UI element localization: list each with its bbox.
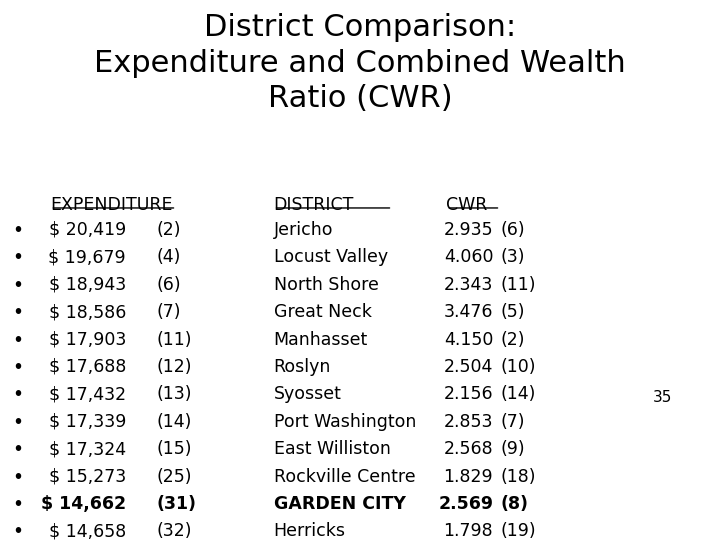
Text: (6): (6) bbox=[157, 275, 181, 294]
Text: (2): (2) bbox=[157, 221, 181, 239]
Text: Port Washington: Port Washington bbox=[274, 413, 416, 431]
Text: Great Neck: Great Neck bbox=[274, 303, 372, 321]
Text: (4): (4) bbox=[157, 248, 181, 266]
Text: (13): (13) bbox=[157, 386, 192, 403]
Text: $ 18,586: $ 18,586 bbox=[49, 303, 126, 321]
Text: •: • bbox=[12, 495, 24, 514]
Text: (9): (9) bbox=[500, 440, 525, 458]
Text: 1.829: 1.829 bbox=[444, 468, 493, 485]
Text: DISTRICT: DISTRICT bbox=[274, 196, 354, 214]
Text: $ 17,339: $ 17,339 bbox=[49, 413, 126, 431]
Text: (14): (14) bbox=[157, 413, 192, 431]
Text: EXPENDITURE: EXPENDITURE bbox=[50, 196, 173, 214]
Text: •: • bbox=[12, 440, 24, 459]
Text: Rockville Centre: Rockville Centre bbox=[274, 468, 415, 485]
Text: Syosset: Syosset bbox=[274, 386, 341, 403]
Text: (8): (8) bbox=[500, 495, 528, 513]
Text: (7): (7) bbox=[500, 413, 525, 431]
Text: (31): (31) bbox=[157, 495, 197, 513]
Text: (6): (6) bbox=[500, 221, 525, 239]
Text: (12): (12) bbox=[157, 358, 192, 376]
Text: 2.568: 2.568 bbox=[444, 440, 493, 458]
Text: 2.569: 2.569 bbox=[438, 495, 493, 513]
Text: (18): (18) bbox=[500, 468, 536, 485]
Text: •: • bbox=[12, 468, 24, 487]
Text: •: • bbox=[12, 522, 24, 540]
Text: (19): (19) bbox=[500, 522, 536, 540]
Text: •: • bbox=[12, 358, 24, 377]
Text: 2.504: 2.504 bbox=[444, 358, 493, 376]
Text: •: • bbox=[12, 275, 24, 295]
Text: (15): (15) bbox=[157, 440, 192, 458]
Text: CWR: CWR bbox=[446, 196, 487, 214]
Text: (10): (10) bbox=[500, 358, 536, 376]
Text: $ 19,679: $ 19,679 bbox=[48, 248, 126, 266]
Text: GARDEN CITY: GARDEN CITY bbox=[274, 495, 405, 513]
Text: •: • bbox=[12, 413, 24, 432]
Text: 3.476: 3.476 bbox=[444, 303, 493, 321]
Text: East Williston: East Williston bbox=[274, 440, 390, 458]
Text: $ 17,903: $ 17,903 bbox=[49, 330, 126, 348]
Text: Manhasset: Manhasset bbox=[274, 330, 368, 348]
Text: 2.156: 2.156 bbox=[444, 386, 493, 403]
Text: (25): (25) bbox=[157, 468, 192, 485]
Text: 4.150: 4.150 bbox=[444, 330, 493, 348]
Text: (7): (7) bbox=[157, 303, 181, 321]
Text: 4.060: 4.060 bbox=[444, 248, 493, 266]
Text: •: • bbox=[12, 330, 24, 349]
Text: $ 15,273: $ 15,273 bbox=[49, 468, 126, 485]
Text: Herricks: Herricks bbox=[274, 522, 346, 540]
Text: •: • bbox=[12, 303, 24, 322]
Text: (2): (2) bbox=[500, 330, 525, 348]
Text: $ 14,662: $ 14,662 bbox=[41, 495, 126, 513]
Text: (5): (5) bbox=[500, 303, 525, 321]
Text: 2.935: 2.935 bbox=[444, 221, 493, 239]
Text: (32): (32) bbox=[157, 522, 192, 540]
Text: 2.343: 2.343 bbox=[444, 275, 493, 294]
Text: Jericho: Jericho bbox=[274, 221, 333, 239]
Text: •: • bbox=[12, 386, 24, 404]
Text: •: • bbox=[12, 248, 24, 267]
Text: 2.853: 2.853 bbox=[444, 413, 493, 431]
Text: Roslyn: Roslyn bbox=[274, 358, 331, 376]
Text: •: • bbox=[12, 221, 24, 240]
Text: $ 18,943: $ 18,943 bbox=[49, 275, 126, 294]
Text: $ 17,688: $ 17,688 bbox=[49, 358, 126, 376]
Text: District Comparison:
Expenditure and Combined Wealth
Ratio (CWR): District Comparison: Expenditure and Com… bbox=[94, 12, 626, 113]
Text: (11): (11) bbox=[157, 330, 192, 348]
Text: North Shore: North Shore bbox=[274, 275, 379, 294]
Text: 35: 35 bbox=[653, 390, 672, 405]
Text: Locust Valley: Locust Valley bbox=[274, 248, 388, 266]
Text: (11): (11) bbox=[500, 275, 536, 294]
Text: $ 14,658: $ 14,658 bbox=[49, 522, 126, 540]
Text: 1.798: 1.798 bbox=[444, 522, 493, 540]
Text: (14): (14) bbox=[500, 386, 536, 403]
Text: $ 17,324: $ 17,324 bbox=[49, 440, 126, 458]
Text: $ 20,419: $ 20,419 bbox=[49, 221, 126, 239]
Text: $ 17,432: $ 17,432 bbox=[49, 386, 126, 403]
Text: (3): (3) bbox=[500, 248, 525, 266]
